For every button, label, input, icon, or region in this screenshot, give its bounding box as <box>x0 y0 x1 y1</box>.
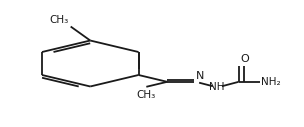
Text: NH₂: NH₂ <box>261 77 281 87</box>
Text: CH₃: CH₃ <box>137 90 156 100</box>
Text: CH₃: CH₃ <box>49 15 68 25</box>
Text: N: N <box>196 71 204 81</box>
Text: O: O <box>240 54 249 64</box>
Text: NH: NH <box>209 82 224 92</box>
